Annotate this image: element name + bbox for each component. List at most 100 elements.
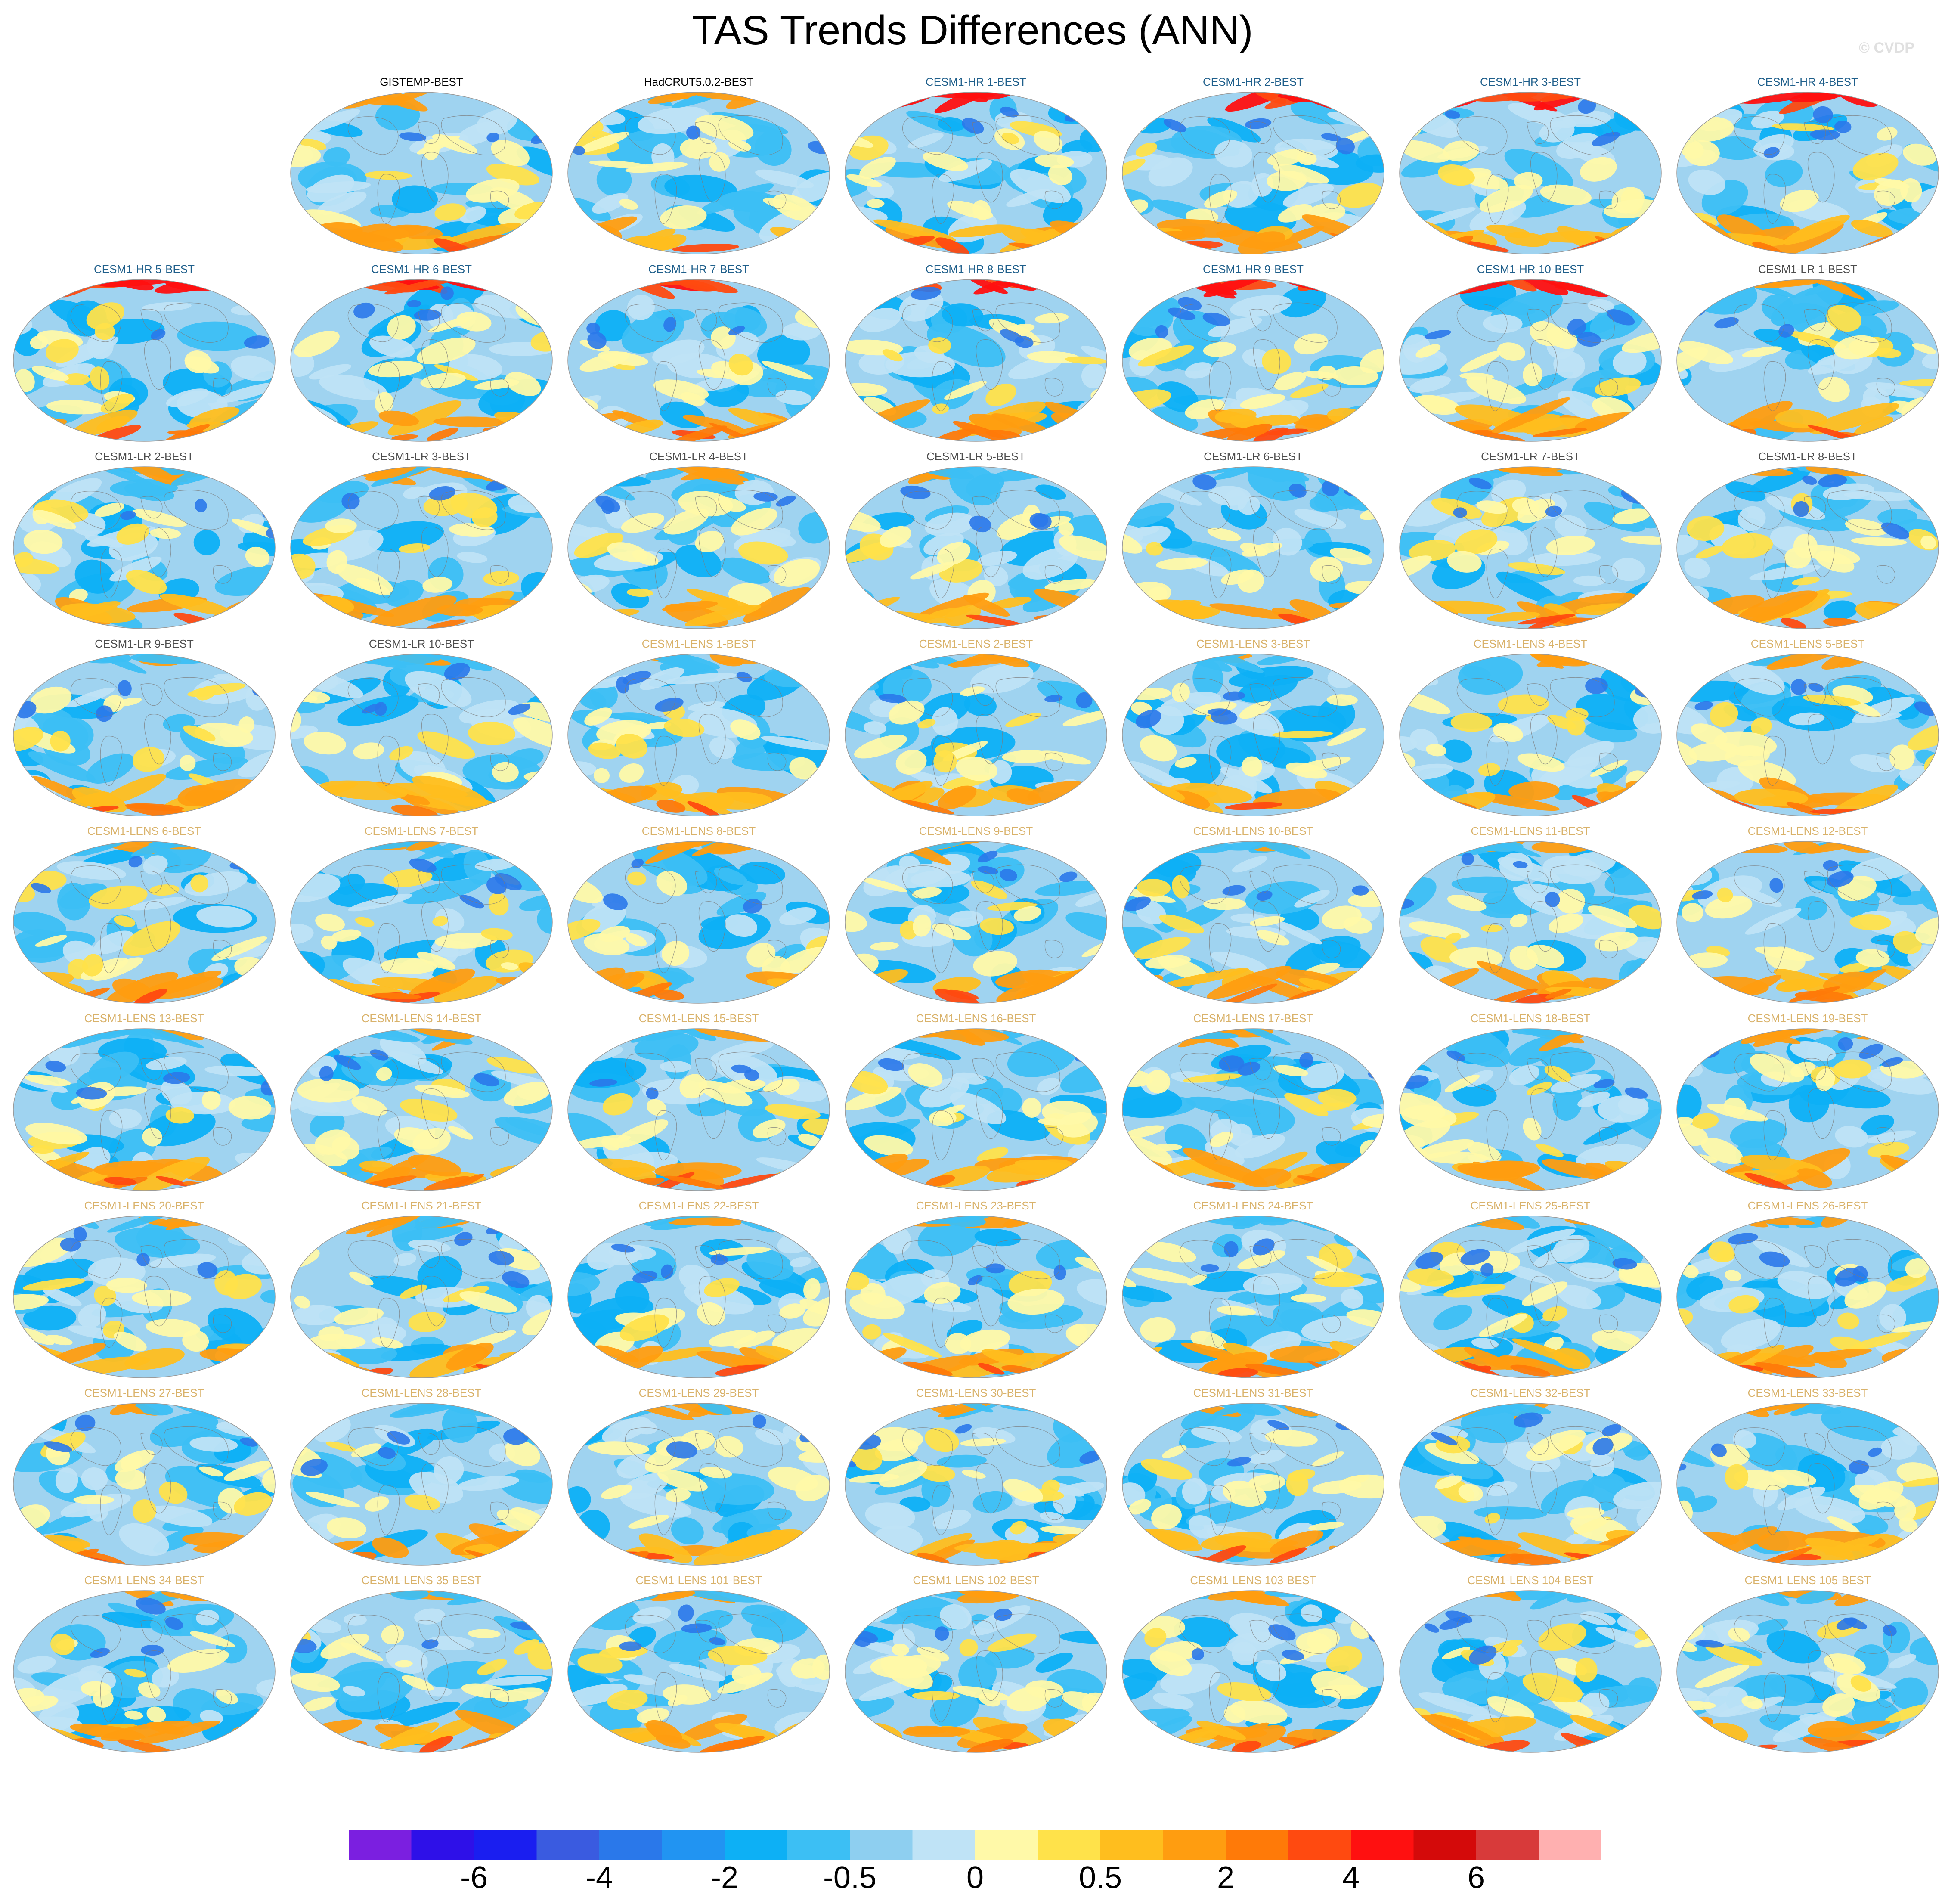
- panel-label: CESM1-LR 4-BEST: [649, 450, 748, 463]
- robinson-map: [290, 92, 553, 254]
- colorbar-tick-label: 4: [1342, 1861, 1360, 1895]
- panel-label: CESM1-LENS 16-BEST: [916, 1012, 1036, 1025]
- panel-label: CESM1-LENS 22-BEST: [638, 1199, 759, 1212]
- panel-label: CESM1-LR 1-BEST: [1758, 263, 1857, 276]
- robinson-map: [1676, 1216, 1939, 1378]
- robinson-map: [13, 1403, 276, 1566]
- map-panel: CESM1-LR 1-BEST: [1670, 263, 1945, 448]
- panel-label: CESM1-LENS 26-BEST: [1747, 1199, 1868, 1212]
- robinson-map: [845, 1590, 1107, 1753]
- panel-label: CESM1-LR 8-BEST: [1758, 450, 1857, 463]
- panel-label: CESM1-LR 2-BEST: [95, 450, 194, 463]
- colorbar-swatch: [1539, 1830, 1601, 1860]
- map-panel: CESM1-LR 4-BEST: [561, 450, 836, 635]
- robinson-map: [1676, 92, 1939, 254]
- map-panel: CESM1-LENS 19-BEST: [1670, 1012, 1945, 1197]
- map-panel: CESM1-LENS 27-BEST: [6, 1386, 282, 1572]
- panel-label: CESM1-LENS 21-BEST: [361, 1199, 482, 1212]
- colorbar-swatch: [1288, 1830, 1351, 1860]
- map-panel: CESM1-LENS 7-BEST: [284, 825, 559, 1010]
- map-panel: HadCRUT5.0.2-BEST: [561, 75, 836, 260]
- panel-label: CESM1-LENS 11-BEST: [1471, 825, 1590, 837]
- robinson-map: [1122, 466, 1384, 629]
- map-panel: CESM1-LENS 32-BEST: [1393, 1386, 1668, 1572]
- map-panel: CESM1-LENS 23-BEST: [838, 1199, 1114, 1384]
- robinson-map: [13, 279, 276, 442]
- map-panel: CESM1-LENS 30-BEST: [838, 1386, 1114, 1572]
- panel-label: CESM1-LENS 105-BEST: [1744, 1574, 1871, 1587]
- map-panel: CESM1-LENS 28-BEST: [284, 1386, 559, 1572]
- panel-label: CESM1-LENS 34-BEST: [84, 1574, 204, 1587]
- colorbar-swatch: [787, 1830, 850, 1860]
- panel-label: CESM1-LENS 6-BEST: [87, 825, 201, 837]
- panel-label: CESM1-LENS 4-BEST: [1473, 637, 1588, 650]
- colorbar-swatch: [474, 1830, 537, 1860]
- map-panel: CESM1-LR 8-BEST: [1670, 450, 1945, 635]
- robinson-map: [290, 654, 553, 816]
- map-panel: CESM1-LENS 11-BEST: [1393, 825, 1668, 1010]
- robinson-map: [13, 1028, 276, 1191]
- map-panel: CESM1-HR 7-BEST: [561, 263, 836, 448]
- colorbar-swatch: [1351, 1830, 1414, 1860]
- panel-label: CESM1-HR 9-BEST: [1202, 263, 1304, 276]
- panel-label: CESM1-LENS 24-BEST: [1193, 1199, 1313, 1212]
- map-panel: CESM1-LENS 33-BEST: [1670, 1386, 1945, 1572]
- robinson-map: [1676, 1590, 1939, 1753]
- panel-label: CESM1-LR 9-BEST: [95, 637, 194, 650]
- map-panel: CESM1-HR 3-BEST: [1393, 75, 1668, 260]
- map-panel: CESM1-LENS 9-BEST: [838, 825, 1114, 1010]
- panel-label: CESM1-LENS 12-BEST: [1747, 825, 1868, 837]
- panel-label: CESM1-LR 6-BEST: [1204, 450, 1303, 463]
- map-panel: CESM1-LENS 10-BEST: [1115, 825, 1391, 1010]
- map-panel: CESM1-LENS 5-BEST: [1670, 637, 1945, 822]
- panel-label: CESM1-LENS 9-BEST: [919, 825, 1033, 837]
- robinson-map: [1399, 1028, 1662, 1191]
- panel-label: CESM1-LENS 32-BEST: [1470, 1386, 1591, 1399]
- robinson-map: [1399, 1590, 1662, 1753]
- colorbar-swatch: [912, 1830, 976, 1860]
- map-panel: CESM1-LENS 104-BEST: [1393, 1574, 1668, 1759]
- robinson-map: [13, 466, 276, 629]
- panel-label: CESM1-LENS 103-BEST: [1190, 1574, 1316, 1587]
- map-panel: CESM1-LR 6-BEST: [1115, 450, 1391, 635]
- colorbar-swatch: [1038, 1830, 1101, 1860]
- robinson-map: [567, 1403, 830, 1566]
- robinson-map: [567, 466, 830, 629]
- map-panel: CESM1-HR 2-BEST: [1115, 75, 1391, 260]
- robinson-map: [845, 841, 1107, 1004]
- map-panel: CESM1-LENS 14-BEST: [284, 1012, 559, 1197]
- panel-label: CESM1-LENS 25-BEST: [1470, 1199, 1591, 1212]
- robinson-map: [845, 466, 1107, 629]
- robinson-map: [1399, 279, 1662, 442]
- map-panel: CESM1-HR 8-BEST: [838, 263, 1114, 448]
- robinson-map: [845, 279, 1107, 442]
- map-panel: CESM1-LR 7-BEST: [1393, 450, 1668, 635]
- colorbar-swatch: [662, 1830, 725, 1860]
- robinson-map: [1676, 1028, 1939, 1191]
- panel-label: CESM1-LENS 23-BEST: [916, 1199, 1036, 1212]
- robinson-map: [1399, 92, 1662, 254]
- panel-label: CESM1-LENS 7-BEST: [364, 825, 479, 837]
- robinson-map: [13, 1590, 276, 1753]
- colorbar-swatch: [1226, 1830, 1288, 1860]
- map-panel: CESM1-LENS 12-BEST: [1670, 825, 1945, 1010]
- cvdp-watermark: © CVDP: [1859, 40, 1914, 56]
- robinson-map: [13, 654, 276, 816]
- map-panel: CESM1-LR 9-BEST: [6, 637, 282, 822]
- panel-label: CESM1-LENS 35-BEST: [361, 1574, 482, 1587]
- colorbar-swatch: [599, 1830, 662, 1860]
- colorbar-tick-label: -6: [460, 1861, 488, 1895]
- robinson-map: [13, 1216, 276, 1378]
- robinson-map: [567, 279, 830, 442]
- map-panel: CESM1-LR 3-BEST: [284, 450, 559, 635]
- colorbar-swatch: [975, 1830, 1038, 1860]
- map-panel: CESM1-LENS 105-BEST: [1670, 1574, 1945, 1759]
- panel-label: CESM1-LR 7-BEST: [1481, 450, 1580, 463]
- panel-label: CESM1-LENS 5-BEST: [1750, 637, 1865, 650]
- map-panel: CESM1-LENS 103-BEST: [1115, 1574, 1391, 1759]
- panel-label: CESM1-HR 4-BEST: [1757, 75, 1858, 88]
- colorbar-swatch: [850, 1830, 913, 1860]
- robinson-map: [567, 841, 830, 1004]
- map-panel: CESM1-LENS 26-BEST: [1670, 1199, 1945, 1384]
